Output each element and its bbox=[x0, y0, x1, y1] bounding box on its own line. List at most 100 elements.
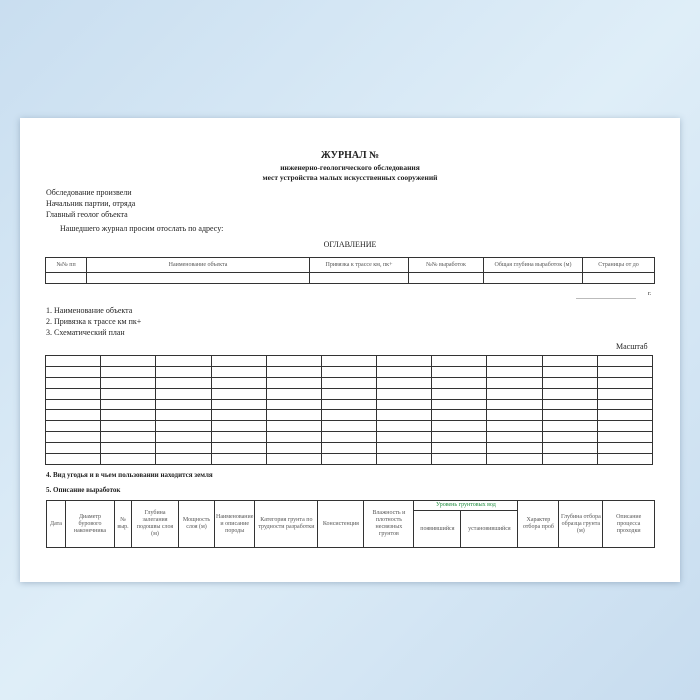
col-header: Описание процесса проходки bbox=[602, 500, 655, 548]
grid-cell bbox=[486, 387, 543, 400]
grid-cell bbox=[100, 453, 157, 465]
grid-cell bbox=[376, 376, 433, 389]
grid-cell bbox=[44, 355, 102, 367]
grid-cell bbox=[265, 420, 322, 433]
grid-cell bbox=[431, 355, 488, 367]
col-header: Страницы от до bbox=[582, 257, 655, 273]
grid-cell bbox=[210, 365, 267, 378]
grid-cell bbox=[44, 453, 102, 465]
grid-cell bbox=[210, 355, 267, 367]
item-4: 4. Вид угодья и в чьем пользовании наход… bbox=[46, 471, 213, 479]
grid-cell bbox=[376, 409, 433, 422]
scale-label: Масштаб bbox=[616, 342, 648, 351]
grid-cell bbox=[376, 420, 433, 433]
field-surveyed-by: Обследование произвели bbox=[46, 188, 132, 197]
grid-cell bbox=[44, 431, 102, 444]
grid-cell bbox=[431, 409, 488, 422]
grid-cell bbox=[376, 442, 433, 455]
grid-cell bbox=[431, 398, 488, 411]
grid-cell bbox=[486, 398, 543, 411]
grid-row bbox=[44, 355, 654, 367]
grid-cell bbox=[155, 453, 212, 465]
grid-cell bbox=[155, 442, 212, 455]
address-note: Нашедшего журнал просим отослать по адре… bbox=[60, 224, 224, 233]
grid-cell bbox=[155, 376, 212, 389]
grid-row bbox=[44, 409, 654, 422]
grid-cell bbox=[320, 420, 378, 433]
grid-cell bbox=[541, 398, 598, 411]
grid-cell bbox=[100, 431, 157, 444]
grid-cell bbox=[44, 387, 102, 400]
grid-cell bbox=[541, 355, 598, 367]
grid-cell bbox=[265, 442, 322, 455]
grid-cell bbox=[486, 409, 543, 422]
grid-cell bbox=[265, 387, 322, 400]
grid-cell bbox=[44, 420, 102, 433]
subtitle-1: инженерно-геологического обследования bbox=[280, 163, 420, 172]
col-header: Наименование объекта bbox=[86, 257, 310, 273]
col-header: Категория грунта по трудности разработки bbox=[254, 500, 319, 548]
grid-cell bbox=[210, 420, 267, 433]
grid-cell bbox=[100, 398, 157, 411]
field-chief-geologist: Главный геолог объекта bbox=[46, 210, 128, 219]
col-header: Мощность слоя (м) bbox=[178, 500, 215, 548]
grid-cell bbox=[376, 365, 433, 378]
grid-cell bbox=[100, 365, 157, 378]
grid-cell bbox=[100, 376, 157, 389]
col-header: Привязка к трассе км, пк+ bbox=[309, 257, 409, 273]
grid-cell bbox=[265, 365, 322, 378]
grid-cell bbox=[210, 453, 267, 465]
grid-cell bbox=[44, 409, 102, 422]
col-header: Уровень грунтовых вод bbox=[413, 500, 519, 511]
grid-cell bbox=[320, 409, 378, 422]
grid-cell bbox=[265, 453, 322, 465]
item-3: 3. Схематический план bbox=[46, 328, 125, 337]
grid-cell bbox=[486, 442, 543, 455]
grid-cell bbox=[155, 420, 212, 433]
grid-cell bbox=[155, 387, 212, 400]
contents-title: ОГЛАВЛЕНИЕ bbox=[323, 240, 377, 249]
grid-cell bbox=[541, 376, 598, 389]
document-page: ЖУРНАЛ № инженерно-геологического обслед… bbox=[20, 118, 680, 582]
grid-cell bbox=[596, 431, 654, 444]
grid-cell bbox=[541, 453, 598, 465]
grid-cell bbox=[155, 431, 212, 444]
grid-cell bbox=[265, 376, 322, 389]
grid-cell bbox=[210, 398, 267, 411]
item-5: 5. Описание выработок bbox=[46, 486, 121, 494]
grid-cell bbox=[486, 420, 543, 433]
item-2: 2. Привязка к трассе км пк+ bbox=[46, 317, 142, 326]
item-1: 1. Наименование объекта bbox=[46, 306, 133, 315]
grid-cell bbox=[596, 355, 654, 367]
grid-cell bbox=[376, 431, 433, 444]
col-header: Глубина залегания подошвы слоя (м) bbox=[131, 500, 179, 548]
grid-cell bbox=[320, 355, 378, 367]
grid-cell bbox=[541, 431, 598, 444]
grid-row bbox=[44, 376, 654, 389]
grid-cell bbox=[210, 376, 267, 389]
grid-row bbox=[44, 420, 654, 433]
grid-cell bbox=[44, 365, 102, 378]
schematic-plan-grid bbox=[44, 355, 654, 465]
grid-cell bbox=[596, 387, 654, 400]
grid-cell bbox=[210, 409, 267, 422]
subtitle-2: мест устройства малых искусственных соор… bbox=[262, 173, 438, 182]
grid-cell bbox=[265, 355, 322, 367]
grid-row bbox=[44, 365, 654, 378]
grid-cell bbox=[155, 355, 212, 367]
grid-row bbox=[44, 387, 654, 400]
grid-row bbox=[44, 398, 654, 411]
col-header: №№ выработок bbox=[408, 257, 484, 273]
grid-cell bbox=[100, 355, 157, 367]
grid-cell bbox=[320, 453, 378, 465]
col-header: установившийся bbox=[460, 510, 519, 548]
grid-cell bbox=[431, 365, 488, 378]
grid-cell bbox=[431, 376, 488, 389]
grid-cell bbox=[320, 365, 378, 378]
grid-cell bbox=[155, 365, 212, 378]
grid-cell bbox=[100, 442, 157, 455]
grid-cell bbox=[486, 431, 543, 444]
contents-table: №№ пп Наименование объекта Привязка к тр… bbox=[45, 257, 655, 284]
col-header: появившийся bbox=[413, 510, 462, 548]
grid-cell bbox=[210, 442, 267, 455]
